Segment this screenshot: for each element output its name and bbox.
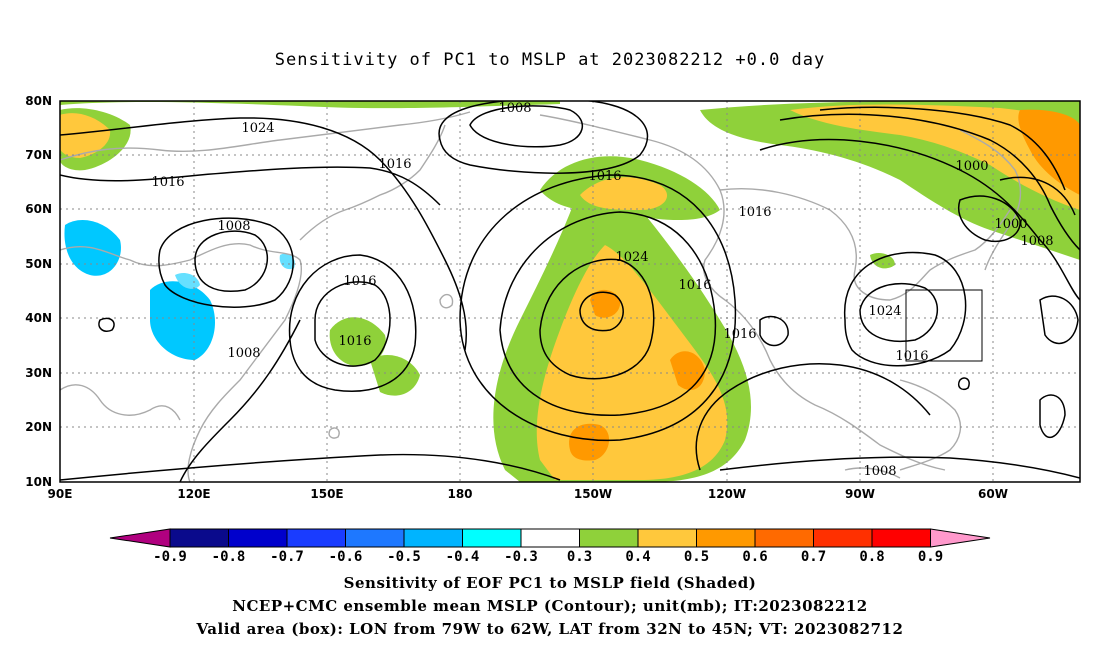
caption-line-2: NCEP+CMC ensemble mean MSLP (Contour); u… [232,597,868,615]
lat-tick-label: 10N [25,475,52,489]
colorbar-label: -0.7 [270,549,304,565]
colorbar-cell [579,528,639,548]
colorbar-cell [637,528,697,548]
colorbar-label: 0.7 [801,549,826,565]
lon-tick-label: 120E [177,487,210,501]
shade-arctic-green [60,101,560,109]
colorbar-label: -0.6 [329,549,363,565]
colorbar-label: 0.9 [918,549,943,565]
contour-label: 1016 [151,175,184,190]
shade-gulf-green [870,253,895,269]
colorbar-label: -0.5 [387,549,421,565]
lat-tick-label: 60N [25,202,52,216]
lat-tick-label: 20N [25,420,52,434]
colorbar-left-arrow [109,528,171,548]
contour-label: 1000 [994,217,1027,232]
lon-tick-label: 180 [447,487,472,501]
lon-tick-label: 150E [310,487,343,501]
lat-tick-label: 80N [25,94,52,108]
lon-tick-label: 90E [48,487,73,501]
valid-area-box [905,289,983,362]
colorbar [109,528,991,548]
contour-label: 1016 [723,327,756,342]
contour-label: 1024 [868,304,901,319]
contour-label: 1016 [343,274,376,289]
mslp-contours [60,101,1080,482]
contour-labels: 1008 1024 1016 1016 1016 1008 1016 1016 … [151,101,1053,479]
lat-tick-label: 30N [25,366,52,380]
contour-label: 1016 [588,169,621,184]
contour-label: 1024 [241,121,274,136]
colorbar-label: 0.3 [567,549,592,565]
contour-label: 1000 [955,159,988,174]
contour-label: 1016 [678,278,711,293]
lon-tick-label: 150W [574,487,612,501]
colorbar-right-arrow [930,528,991,548]
coastlines [60,111,1022,482]
lat-axis-labels: 80N 70N 60N 50N 40N 30N 20N 10N [25,94,52,489]
shade-atlantic-orange [1018,109,1080,195]
plot-area [60,101,1080,482]
contour-label: 1008 [1020,234,1053,249]
colorbar-cell [286,528,346,548]
shade-atlantic-yellow [790,104,1080,210]
colorbar-cell [462,528,522,548]
colorbar-label: -0.8 [212,549,246,565]
caption-line-3: Valid area (box): LON from 79W to 62W, L… [196,620,904,638]
contour-label: 1016 [895,349,928,364]
colorbar-label: 0.6 [742,549,767,565]
contour-label: 1008 [217,219,250,234]
contour-label: 1016 [378,157,411,172]
colorbar-cell [871,528,931,548]
lon-tick-label: 90W [845,487,875,501]
colorbar-labels: -0.9 -0.8 -0.7 -0.6 -0.5 -0.4 -0.3 0.3 0… [153,549,943,565]
lon-tick-label: 60W [978,487,1008,501]
shade-nwpac-green [329,317,386,366]
lat-tick-label: 70N [25,148,52,162]
lat-tick-label: 50N [25,257,52,271]
colorbar-label: -0.4 [446,549,480,565]
colorbar-label: -0.3 [504,549,538,565]
lat-tick-label: 40N [25,311,52,325]
caption-line-1: Sensitivity of EOF PC1 to MSLP field (Sh… [343,574,757,592]
colorbar-cell [169,528,229,548]
grid [60,101,1080,482]
contour-label: 1024 [615,250,648,265]
lon-axis-labels: 90E 120E 150E 180 150W 120W 90W 60W [48,487,1008,501]
shade-asia-cyan4 [279,253,295,270]
shading-layer [60,101,1080,482]
lon-tick-label: 120W [708,487,746,501]
shade-europe-yellow [60,113,111,158]
colorbar-cell [520,528,580,548]
colorbar-cell [403,528,463,548]
plot-frame [59,100,1081,483]
colorbar-cell [813,528,873,548]
shade-central-pacific-orange2 [590,289,621,318]
map-title: Sensitivity of PC1 to MSLP at 2023082212… [274,50,826,70]
colorbar-cell [228,528,288,548]
colorbar-label: -0.9 [153,549,187,565]
shade-central-pacific-orange1 [569,423,610,461]
colorbar-cell [696,528,756,548]
contour-label: 1008 [227,346,260,361]
contour-label: 1008 [863,464,896,479]
colorbar-cell [345,528,405,548]
contour-label: 1016 [338,334,371,349]
colorbar-label: 0.8 [859,549,884,565]
contour-label: 1016 [738,205,771,220]
contour-label: 1008 [498,101,531,116]
shade-asia-cyan2 [150,281,215,360]
shade-central-pacific-orange3 [670,351,705,390]
shade-north-pacific-yellow [580,177,668,210]
colorbar-label: 0.5 [684,549,709,565]
colorbar-label: 0.4 [625,549,650,565]
colorbar-cell [754,528,814,548]
shade-scs-green [370,355,420,396]
